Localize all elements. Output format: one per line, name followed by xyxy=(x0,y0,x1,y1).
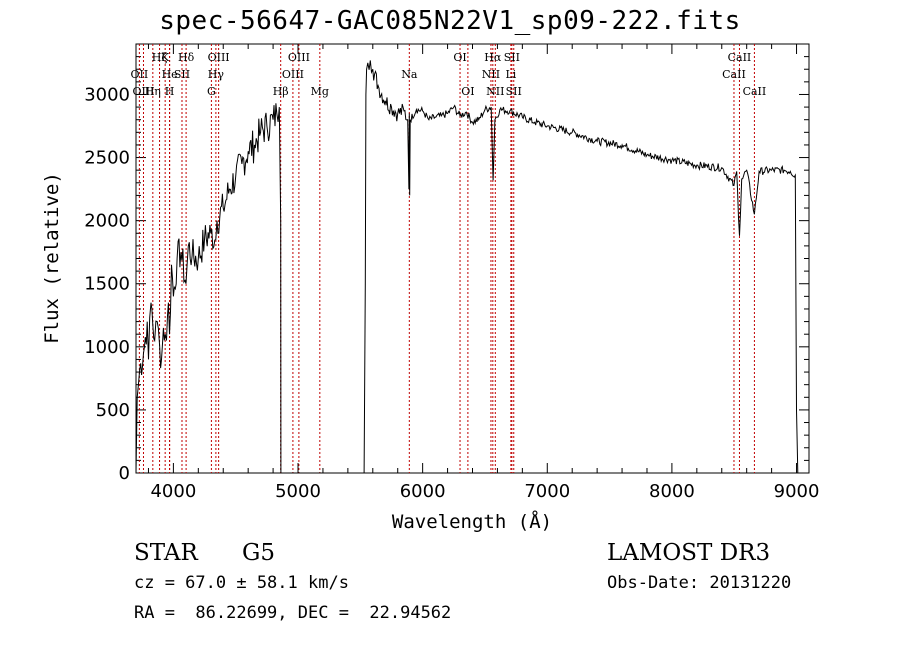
spectral-line-label: CaII xyxy=(722,68,746,81)
spectral-line-label: OI xyxy=(461,85,474,98)
spectral-line-label: H xyxy=(165,85,175,98)
survey-name: LAMOST DR3 xyxy=(607,540,771,566)
spectral-line-label: Hδ xyxy=(178,51,195,64)
spectral-line-label: Li xyxy=(505,68,516,81)
spectral-line-label: Hζ xyxy=(152,51,168,64)
spectral-line-label: Hβ xyxy=(273,85,289,98)
x-tick-label: 5000 xyxy=(275,481,321,502)
spectral-line-label: OIII xyxy=(288,51,310,64)
spectral-line-label: Hη xyxy=(145,85,161,98)
spectral-line-label: G xyxy=(207,85,216,98)
spectral-line-label: Mg xyxy=(311,85,329,98)
spectral-line-label: CaII xyxy=(743,85,767,98)
x-tick-label: 7000 xyxy=(524,481,570,502)
redshift-text: cz = 67.0 ± 58.1 km/s xyxy=(134,573,349,593)
y-tick-label: 2500 xyxy=(84,148,130,169)
spectral-line-label: SII xyxy=(506,85,522,98)
spectral-line-label: NII xyxy=(486,85,504,98)
spectral-line-label: OIII xyxy=(132,85,154,98)
spectrum-line xyxy=(135,60,799,474)
spectral-line-label: SII xyxy=(174,68,190,81)
y-axis-label: Flux (relative) xyxy=(41,172,63,344)
spectral-line-label: CaII xyxy=(728,51,752,64)
y-tick-label: 2000 xyxy=(84,211,130,232)
y-tick-label: 500 xyxy=(96,400,130,421)
x-tick-label: 6000 xyxy=(400,481,446,502)
spectral-line-label: Hγ xyxy=(208,68,225,81)
spectral-line-label: K xyxy=(161,51,170,64)
spectral-line-label: Na xyxy=(401,68,418,81)
coordinates: RA = 86.22699, DEC = 22.94562 xyxy=(134,603,452,623)
spectral-line-label: SII xyxy=(504,51,520,64)
y-tick-label: 1000 xyxy=(84,337,130,358)
spectral-line-label: OIII xyxy=(282,68,304,81)
spectral-line-label: NII xyxy=(482,68,500,81)
y-tick-label: 3000 xyxy=(84,84,130,105)
x-axis-label: Wavelength (Å) xyxy=(392,510,552,533)
spectral-line-label: OII xyxy=(131,68,149,81)
x-tick-label: 4000 xyxy=(150,481,196,502)
obs-date: Obs-Date: 20131220 xyxy=(607,573,792,593)
x-tick-label: 8000 xyxy=(649,481,695,502)
object-subclass: G5 xyxy=(242,540,276,566)
plot-frame xyxy=(135,43,810,474)
y-tick-label: 0 xyxy=(119,463,130,484)
spectral-line-label: OIII xyxy=(208,51,230,64)
x-tick-label: 9000 xyxy=(774,481,820,502)
spectral-line-label: OI xyxy=(453,51,466,64)
spectral-line-label: Hα xyxy=(484,51,502,64)
y-tick-label: 1500 xyxy=(84,274,130,295)
page-title: spec-56647-GAC085N22V1_sp09-222.fits xyxy=(159,6,741,36)
spectral-line-label: He xyxy=(162,68,178,81)
object-class: STAR xyxy=(134,540,198,566)
